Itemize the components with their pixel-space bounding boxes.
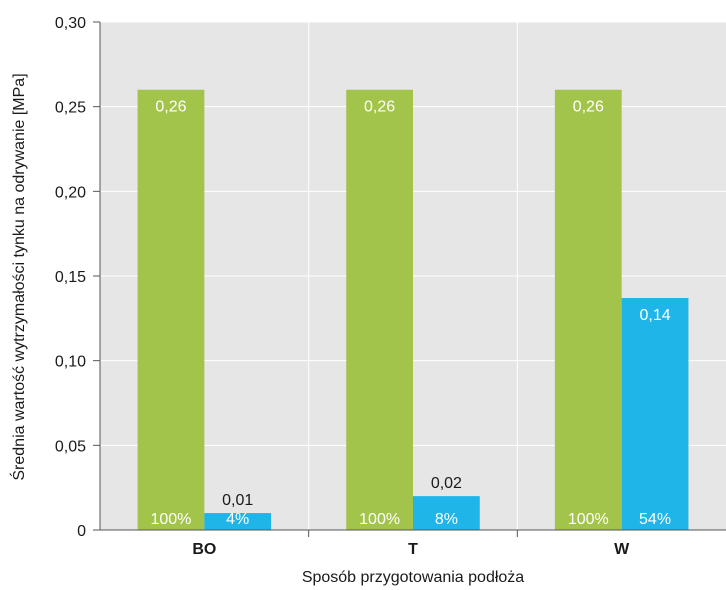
bar-value-label: 0,26 xyxy=(364,99,395,116)
bar-value-label: 0,02 xyxy=(431,475,462,492)
bar xyxy=(346,89,413,530)
bar xyxy=(554,89,622,530)
y-tick-label: 0,10 xyxy=(55,354,86,371)
bar-percent-label: 100% xyxy=(568,511,609,528)
bar xyxy=(621,298,689,530)
bar-percent-label: 100% xyxy=(150,511,191,528)
bar-value-label: 0,26 xyxy=(155,99,186,116)
y-tick-label: 0,15 xyxy=(55,269,86,286)
y-tick-label: 0 xyxy=(77,523,86,540)
bar-value-label: 0,14 xyxy=(639,307,670,324)
bar-percent-label: 4% xyxy=(226,511,249,528)
y-tick-labels: 0 0,05 0,10 0,15 0,20 0,25 0,30 xyxy=(55,15,86,540)
bar-percent-label: 8% xyxy=(435,511,458,528)
bar xyxy=(204,513,272,530)
y-tick-label: 0,05 xyxy=(55,438,86,455)
bar xyxy=(137,89,205,530)
bar-value-label: 0,01 xyxy=(222,492,253,509)
y-axis-title: Średnia wartość wytrzymałości tynku na o… xyxy=(9,73,28,480)
bar xyxy=(413,496,480,530)
bar-percent-label: 100% xyxy=(359,511,400,528)
y-tick-label: 0,25 xyxy=(55,100,86,117)
axes xyxy=(93,21,726,537)
x-tick-label: T xyxy=(408,541,418,558)
x-tick-labels: BO T W xyxy=(192,541,630,558)
x-tick-label: W xyxy=(614,541,630,558)
bar-value-label: 0,26 xyxy=(573,99,604,116)
x-axis-title: Sposób przygotowania podłoża xyxy=(302,569,524,586)
bars: 0,26 100% 0,01 4% 0,26 100% 0,02 8% 0,26 100% 0,14… xyxy=(137,89,689,530)
y-tick-label: 0,30 xyxy=(55,15,86,32)
x-tick-label: BO xyxy=(192,541,216,558)
bar-percent-label: 54% xyxy=(639,511,671,528)
y-tick-label: 0,20 xyxy=(55,184,86,201)
